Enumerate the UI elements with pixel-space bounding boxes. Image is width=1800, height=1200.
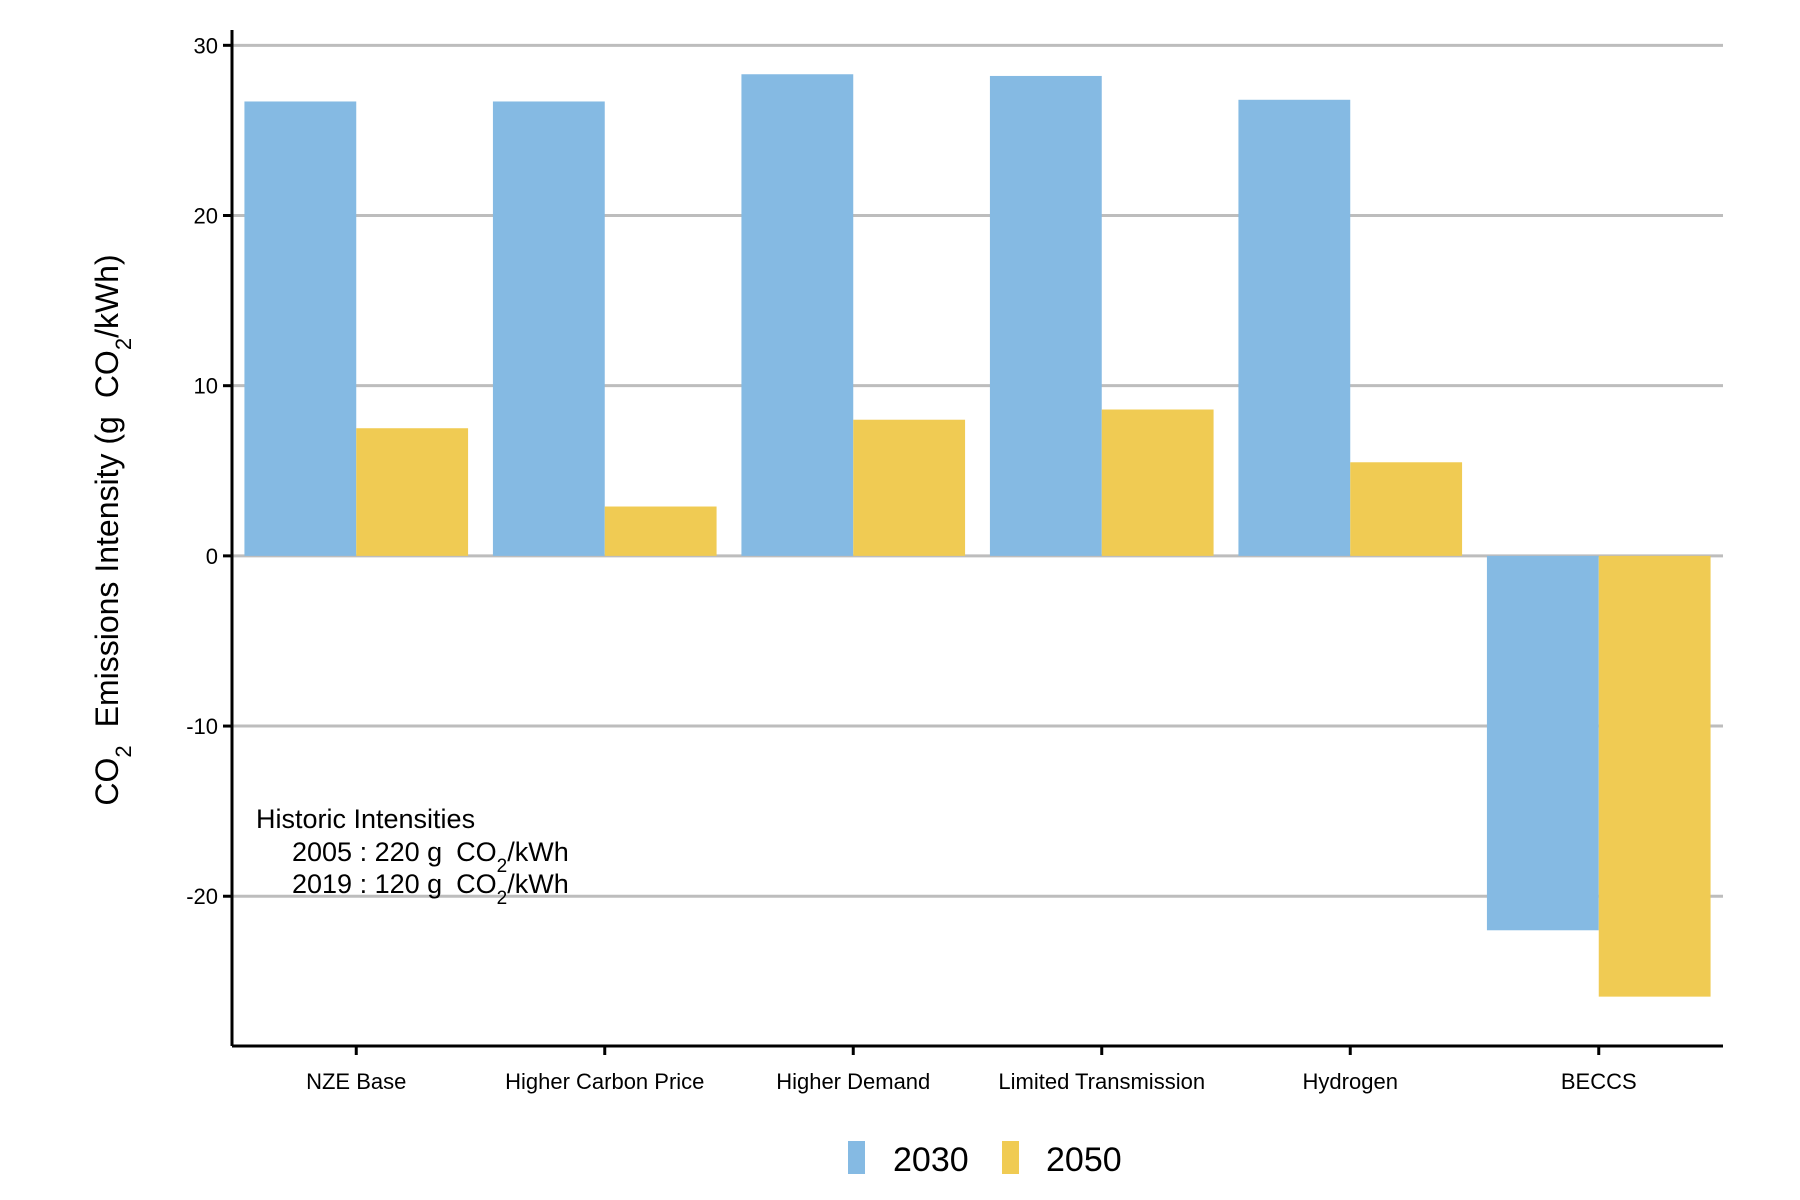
y-tick-label: 30 — [194, 33, 218, 58]
bar-2030 — [492, 101, 605, 556]
annotation-2019-value: 2019 : 120 g — [292, 869, 442, 899]
x-ticks: NZE Base Higher Carbon Price Higher Demand… — [306, 1046, 1637, 1094]
annotation-title: Historic Intensities — [256, 804, 475, 834]
annotation-2005-value: 2005 : 220 g — [292, 837, 442, 867]
y-axis-title: CO2Emissions Intensity (gCO2/kWh) — [89, 254, 136, 805]
annotation-2019-sub: 2 — [497, 888, 508, 909]
annotation-line-2019: 2019 : 120 g CO2/kWh — [292, 869, 569, 909]
y-tick-label: -20 — [186, 884, 218, 909]
y-axis-title-co2: CO — [89, 350, 125, 398]
annotation-2019-co: CO — [456, 869, 497, 899]
bar-2030 — [989, 75, 1102, 556]
y-tick-label: 10 — [194, 374, 218, 399]
bar-2050 — [604, 506, 717, 556]
bar-2050 — [1350, 462, 1463, 556]
legend-label-2030: 2030 — [893, 1141, 969, 1179]
bar-2050 — [853, 419, 966, 556]
bar-2030 — [741, 74, 854, 556]
bar-2030 — [1238, 99, 1351, 556]
bar-2050 — [356, 428, 469, 556]
bar-2050 — [1598, 555, 1711, 997]
bar-2030 — [1486, 555, 1599, 931]
x-tick-label: Higher Demand — [776, 1069, 930, 1094]
y-tick-label: -10 — [186, 714, 218, 739]
legend-swatch-2050 — [1002, 1141, 1019, 1174]
y-ticks: -20 -10 0 10 20 30 — [186, 33, 232, 909]
legend-label-2050: 2050 — [1046, 1141, 1122, 1179]
y-axis-title-sub: 2 — [111, 745, 136, 757]
annotation-2005-unit: /kWh — [507, 837, 569, 867]
y-axis-title-co: CO — [89, 758, 125, 806]
annotation-2005-co: CO — [456, 837, 497, 867]
x-tick-label: Limited Transmission — [998, 1069, 1205, 1094]
y-axis-title-main: Emissions Intensity (g — [89, 416, 125, 727]
y-tick-label: 0 — [206, 544, 218, 569]
gridlines — [232, 43, 1723, 898]
y-axis-title-sub2: 2 — [111, 338, 136, 350]
y-tick-label: 20 — [194, 204, 218, 229]
y-axis-title-unit: /kWh) — [89, 254, 125, 338]
x-tick-label: BECCS — [1561, 1069, 1637, 1094]
bars — [244, 74, 1711, 997]
annotation-2005-sub: 2 — [497, 856, 508, 877]
x-tick-label: NZE Base — [306, 1069, 406, 1094]
legend: 2030 2050 — [848, 1141, 1122, 1179]
axes — [230, 30, 1723, 1048]
x-tick-label: Hydrogen — [1303, 1069, 1398, 1094]
annotation-2019-unit: /kWh — [507, 869, 569, 899]
annotation-line-2005: 2005 : 220 g CO2/kWh — [292, 837, 569, 877]
historic-annotation: Historic Intensities 2005 : 220 g CO2/kWh… — [256, 804, 569, 909]
bar-2030 — [244, 101, 357, 556]
x-tick-label: Higher Carbon Price — [505, 1069, 704, 1094]
bar-2050 — [1101, 409, 1214, 556]
legend-swatch-2030 — [848, 1141, 865, 1174]
